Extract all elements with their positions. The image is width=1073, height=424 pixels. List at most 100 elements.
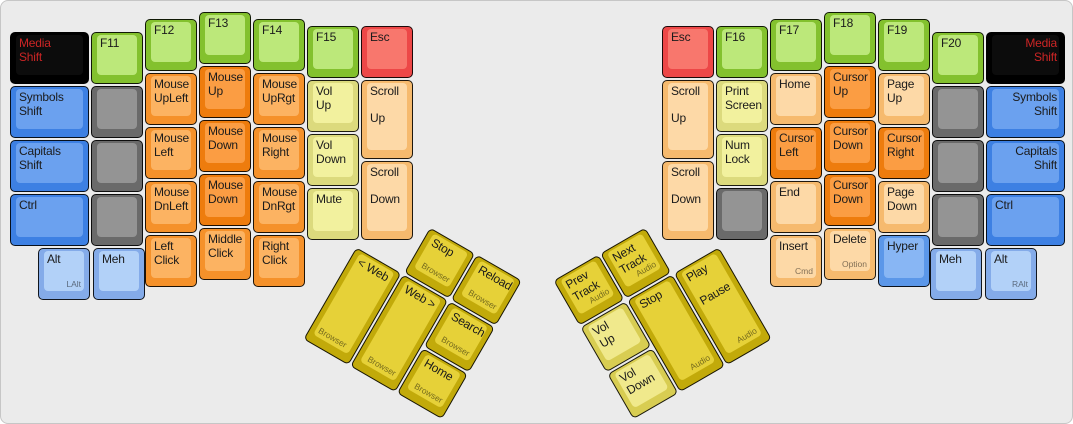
key-mouse-upleft[interactable]: Mouse UpLeft [145, 73, 197, 125]
keycap-surface [938, 197, 978, 237]
keycap-surface [722, 29, 762, 69]
key-label: Symbols Shift [1012, 90, 1057, 118]
keycap-surface [313, 29, 353, 69]
key-ctrl[interactable]: Ctrl [10, 194, 89, 246]
key-symbols-shift[interactable]: Symbols Shift [986, 86, 1065, 138]
key-label: Mouse Right [262, 131, 298, 159]
key-cursor-left[interactable]: Cursor Left [770, 127, 822, 179]
key-end[interactable]: End [770, 181, 822, 233]
keycap-surface [313, 137, 353, 177]
keycap-surface [991, 251, 1031, 291]
key-home[interactable]: Home [770, 73, 822, 125]
key-label: Vol Down [316, 138, 346, 166]
key-f13[interactable]: F13 [199, 12, 251, 64]
key-esc[interactable]: Esc [361, 26, 413, 78]
key-mouse-left[interactable]: Mouse Left [145, 127, 197, 179]
keycap-surface [151, 22, 191, 62]
key-f15[interactable]: F15 [307, 26, 359, 78]
key-f11[interactable]: F11 [91, 32, 143, 84]
key-label: F18 [833, 16, 854, 30]
keycap-surface [259, 22, 299, 62]
key-f14[interactable]: F14 [253, 19, 305, 71]
key-hyper[interactable]: Hyper [878, 235, 930, 287]
keycap-surface [205, 177, 245, 217]
keycap-surface [16, 35, 83, 75]
key-label: F12 [154, 23, 175, 37]
key-symbols-shift[interactable]: Symbols Shift [10, 86, 89, 138]
key-label: Mouse DnLeft [154, 185, 190, 213]
key-capitals-shift[interactable]: Capitals Shift [10, 140, 89, 192]
key-meh[interactable]: Meh [93, 248, 145, 300]
key-mouse-up[interactable]: Mouse Up [199, 66, 251, 118]
key-f18[interactable]: F18 [824, 12, 876, 64]
key-cursor-down[interactable]: Cursor Down [824, 120, 876, 172]
key-media-shift[interactable]: Media Shift [986, 32, 1065, 84]
key-mouse-dnrgt[interactable]: Mouse DnRgt [253, 181, 305, 233]
key-insert[interactable]: Insert Cmd [770, 235, 822, 287]
key-scroll-down[interactable]: Scroll Down [662, 161, 714, 240]
key-mouse-down[interactable]: Mouse Down [199, 174, 251, 226]
key-label: Mouse Down [208, 124, 244, 152]
key-label: Vol Up [316, 84, 333, 112]
key-vol-down[interactable]: Vol Down [307, 134, 359, 186]
keycap-surface [830, 231, 870, 271]
key-right-click[interactable]: Right Click [253, 235, 305, 287]
keycap-surface [936, 251, 976, 291]
key-blank[interactable] [932, 194, 984, 246]
key-mouse-down[interactable]: Mouse Down [199, 120, 251, 172]
key-blank[interactable] [932, 86, 984, 138]
key-blank[interactable] [716, 188, 768, 240]
key-label: Ctrl [995, 198, 1013, 212]
key-blank[interactable] [91, 140, 143, 192]
key-scroll-up[interactable]: Scroll Up [662, 80, 714, 159]
keycap-surface [367, 29, 407, 69]
key-scroll-up[interactable]: Scroll Up [361, 80, 413, 159]
key-alt[interactable]: Alt RAlt [985, 248, 1037, 300]
key-blank[interactable] [91, 86, 143, 138]
key-vol-up[interactable]: Vol Up [307, 80, 359, 132]
key-capitals-shift[interactable]: Capitals Shift [986, 140, 1065, 192]
key-f16[interactable]: F16 [716, 26, 768, 78]
key-meh[interactable]: Meh [930, 248, 982, 300]
key-page-down[interactable]: Page Down [878, 181, 930, 233]
key-label: Cursor Down [833, 124, 868, 152]
keycap-surface [99, 251, 139, 291]
key-mute[interactable]: Mute [307, 188, 359, 240]
key-cursor-right[interactable]: Cursor Right [878, 127, 930, 179]
key-page-up[interactable]: Page Up [878, 73, 930, 125]
keycap-surface [151, 184, 191, 224]
keycap-surface [884, 76, 924, 116]
key-alt[interactable]: Alt LAlt [38, 248, 90, 300]
key-f12[interactable]: F12 [145, 19, 197, 71]
key-middle-click[interactable]: Middle Click [199, 228, 251, 280]
keycap-surface [259, 130, 299, 170]
keycap-surface [830, 69, 870, 109]
key-label: Alt [47, 252, 61, 266]
key-ctrl[interactable]: Ctrl [986, 194, 1065, 246]
key-f19[interactable]: F19 [878, 19, 930, 71]
key-label: F19 [887, 23, 908, 37]
key-label: Right Click [262, 239, 290, 267]
key-left-click[interactable]: Left Click [145, 235, 197, 287]
key-label: Media Shift [1025, 36, 1057, 64]
key-mouse-uprgt[interactable]: Mouse UpRgt [253, 73, 305, 125]
key-esc[interactable]: Esc [662, 26, 714, 78]
keycap-surface [776, 184, 816, 224]
key-mouse-right[interactable]: Mouse Right [253, 127, 305, 179]
key-f20[interactable]: F20 [932, 32, 984, 84]
key-mouse-dnleft[interactable]: Mouse DnLeft [145, 181, 197, 233]
key-num-lock[interactable]: Num Lock [716, 134, 768, 186]
key-blank[interactable] [932, 140, 984, 192]
keycap-surface [776, 76, 816, 116]
key-print-screen[interactable]: Print Screen [716, 80, 768, 132]
key-label: Scroll Up [671, 84, 700, 125]
key-media-shift[interactable]: Media Shift [10, 32, 89, 84]
key-cursor-up[interactable]: Cursor Up [824, 66, 876, 118]
key-delete[interactable]: Delete Option [824, 228, 876, 280]
key-scroll-down[interactable]: Scroll Down [361, 161, 413, 240]
key-cursor-down[interactable]: Cursor Down [824, 174, 876, 226]
key-f17[interactable]: F17 [770, 19, 822, 71]
key-label: Mouse UpRgt [262, 77, 298, 105]
keycap-surface [938, 35, 978, 75]
key-blank[interactable] [91, 194, 143, 246]
